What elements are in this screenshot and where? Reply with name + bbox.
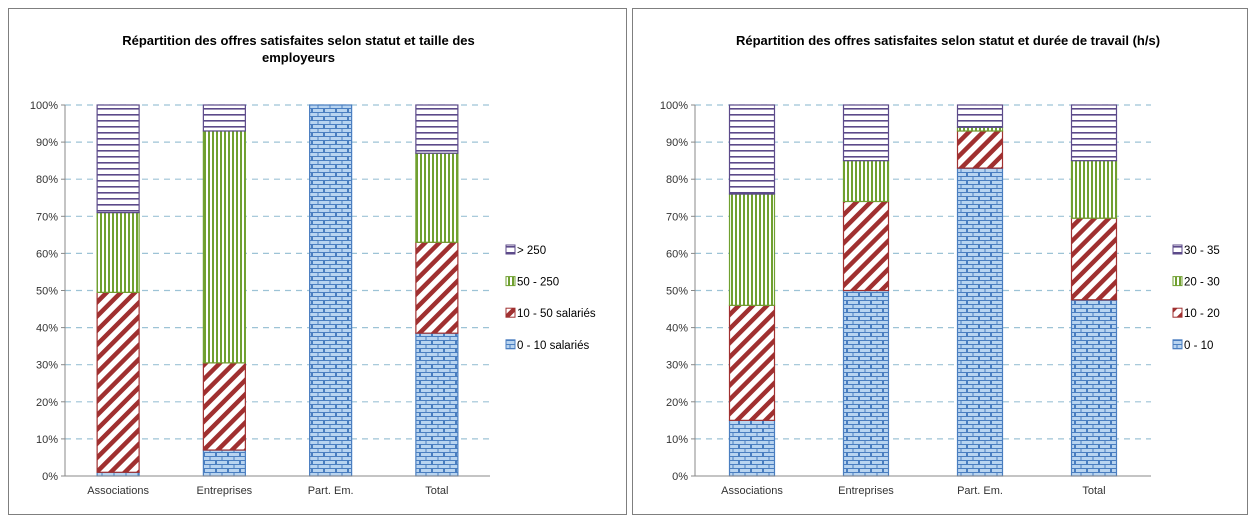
bar-segment: [728, 304, 776, 421]
y-tick-label: 40%: [36, 323, 58, 335]
legend-label: 10 - 50 salariés: [517, 308, 596, 320]
legend-label: > 250: [517, 245, 546, 257]
y-tick-label: 0%: [672, 471, 688, 483]
y-tick-label: 80%: [666, 174, 688, 186]
bar-segment: [728, 419, 776, 477]
bar-segment: [842, 200, 890, 292]
bar-segment: [956, 130, 1004, 169]
bar-segment: [415, 152, 459, 243]
legend-swatch: [1172, 276, 1183, 287]
legend-swatch: [505, 307, 516, 318]
legend-swatch: [1172, 339, 1183, 350]
x-tick-label: Entreprises: [197, 485, 253, 497]
bar-segment: [956, 167, 1004, 477]
y-tick-label: 70%: [666, 211, 688, 223]
legend-swatch: [505, 276, 516, 287]
chart-title-right: Répartition des offres satisfaites selon…: [735, 33, 1161, 48]
legend-label: 0 - 10: [1184, 340, 1213, 352]
x-tick-label: Part. Em.: [308, 485, 354, 497]
y-tick-label: 60%: [36, 248, 58, 260]
bar-segment: [415, 332, 459, 477]
bar-segment: [96, 211, 140, 293]
y-tick-label: 70%: [36, 211, 58, 223]
bar-segment: [202, 130, 246, 364]
x-tick-label: Entreprises: [838, 485, 894, 497]
legend-swatch: [505, 339, 516, 350]
legend-label: 10 - 20: [1184, 308, 1220, 320]
y-tick-label: 10%: [36, 434, 58, 446]
chart-title-left: Répartition des offres satisfaites selon…: [122, 33, 475, 65]
legend-label: 30 - 35: [1184, 245, 1220, 257]
bar-segment: [202, 104, 246, 132]
legend-label: 50 - 250: [517, 277, 559, 289]
y-tick-label: 10%: [666, 434, 688, 446]
bar-segment: [1070, 299, 1118, 477]
y-tick-label: 50%: [666, 286, 688, 298]
y-tick-label: 30%: [666, 360, 688, 372]
bar-segment: [842, 160, 890, 203]
chart-panel-right: Répartition des offres satisfaites selon…: [631, 0, 1255, 515]
bar-segment: [96, 291, 140, 473]
y-tick-label: 30%: [36, 360, 58, 372]
x-tick-label: Associations: [721, 485, 783, 497]
bar-segment: [1070, 217, 1118, 301]
x-tick-label: Total: [1082, 485, 1105, 497]
x-tick-label: Total: [425, 485, 448, 497]
y-tick-label: 40%: [666, 323, 688, 335]
bar-segment: [956, 104, 1004, 128]
legend-label: 0 - 10 salariés: [517, 340, 589, 352]
y-tick-label: 20%: [36, 397, 58, 409]
y-tick-label: 90%: [36, 137, 58, 149]
y-tick-label: 0%: [42, 471, 58, 483]
bar-segment: [202, 362, 246, 451]
bar-segment: [309, 104, 353, 477]
y-tick-label: 50%: [36, 286, 58, 298]
chart-svg-right: 0% 10% 20% 30% 40% 50% 60% 70% 80% 90% 100% Associa…: [660, 100, 1220, 497]
bar-segment: [1070, 104, 1118, 162]
bar-segment: [96, 104, 140, 214]
bar-segment: [1070, 160, 1118, 219]
x-tick-label: Part. Em.: [957, 485, 1003, 497]
bar-segment: [202, 449, 246, 477]
y-tick-label: 20%: [666, 397, 688, 409]
chart-svg-left: 0% 10% 20% 30% 40% 50% 60% 70% 80% 90% 100% Associa…: [30, 100, 596, 497]
legend-label: 20 - 30: [1184, 277, 1220, 289]
y-tick-label: 100%: [660, 100, 688, 112]
bar-segment: [728, 193, 776, 306]
legend-swatch: [505, 244, 516, 255]
y-tick-label: 80%: [36, 174, 58, 186]
bar-segment: [415, 241, 459, 334]
bar-segment: [842, 104, 890, 162]
bar-segment: [728, 104, 776, 195]
bar-segment: [842, 289, 890, 477]
chart-panel-left: Répartition des offres satisfaites selon…: [0, 0, 627, 515]
x-tick-label: Associations: [87, 485, 149, 497]
bar-segment: [415, 104, 459, 154]
y-tick-label: 60%: [666, 248, 688, 260]
y-tick-label: 100%: [30, 100, 58, 112]
y-tick-label: 90%: [666, 137, 688, 149]
legend-swatch: [1172, 307, 1183, 318]
legend-swatch: [1172, 244, 1183, 255]
